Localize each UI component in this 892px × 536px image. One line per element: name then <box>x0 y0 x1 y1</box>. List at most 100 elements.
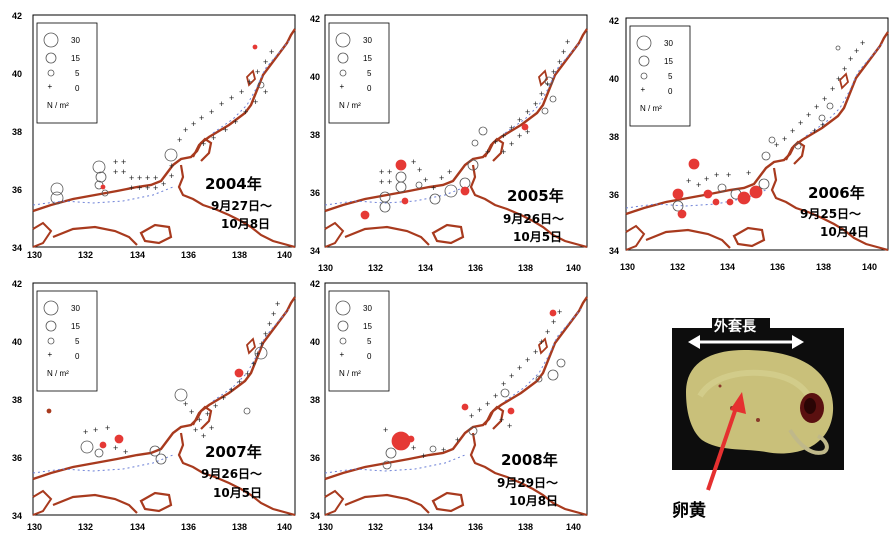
period-end: 10月5日 <box>213 486 262 500</box>
svg-text:+: + <box>836 74 841 84</box>
svg-text:+: + <box>275 299 280 309</box>
svg-text:+: + <box>93 425 98 435</box>
svg-text:+: + <box>259 339 264 349</box>
svg-text:+: + <box>340 82 345 91</box>
x-tick: 132 <box>78 522 93 532</box>
svg-text:+: + <box>383 425 388 435</box>
legend-unit: N / m² <box>47 101 69 110</box>
svg-text:+: + <box>525 127 530 137</box>
svg-text:+: + <box>213 401 218 411</box>
svg-text:+: + <box>525 107 530 117</box>
svg-text:+: + <box>455 435 460 445</box>
plus-markers: + ++ + ++++ ++++ ++++ ++++ ++++ ++ + <box>379 37 570 193</box>
y-tick: 38 <box>12 395 22 405</box>
svg-text:+: + <box>137 183 142 193</box>
svg-text:+: + <box>686 176 691 186</box>
x-tick: 134 <box>418 263 433 273</box>
legend-entry-5: 5 <box>75 69 80 78</box>
legend-entry-30: 30 <box>71 304 80 313</box>
year-label: 2005年 <box>507 187 564 205</box>
x-tick: 136 <box>468 522 483 532</box>
legend-entry-0: 0 <box>668 87 673 96</box>
x-tick: 132 <box>670 262 685 272</box>
svg-text:+: + <box>201 139 206 149</box>
svg-text:+: + <box>193 425 198 435</box>
svg-text:+: + <box>83 427 88 437</box>
svg-text:+: + <box>820 120 825 130</box>
svg-text:+: + <box>247 77 252 87</box>
x-tick: 130 <box>27 522 42 532</box>
svg-text:+: + <box>551 317 556 327</box>
x-tick: 136 <box>468 263 483 273</box>
mantle-length-label: 外套長 <box>714 318 757 335</box>
svg-text:+: + <box>48 350 53 359</box>
map-panel-2004: + 30 15 5 0 N / m² + ++ + + + + + + + + + ++++ +… <box>31 14 297 249</box>
legend-entry-0: 0 <box>367 352 372 361</box>
svg-text:+: + <box>211 133 216 143</box>
svg-text:+: + <box>746 168 751 178</box>
svg-text:+: + <box>509 123 514 133</box>
y-tick: 42 <box>12 279 22 289</box>
markers <box>50 44 265 205</box>
svg-text:+: + <box>848 54 853 64</box>
period-start: 9月26日～ <box>201 467 262 481</box>
svg-text:+: + <box>153 183 158 193</box>
svg-text:+: + <box>233 117 238 127</box>
svg-text:+: + <box>485 147 490 157</box>
period-start: 9月29日～ <box>497 476 558 490</box>
svg-text:+: + <box>237 377 242 387</box>
svg-text:+: + <box>469 411 474 421</box>
svg-text:+: + <box>499 415 504 425</box>
svg-text:+: + <box>822 94 827 104</box>
period-end: 10月8日 <box>509 494 558 508</box>
plus-markers: ++++ ++++ ++++ ++++ ++++ <box>383 307 562 461</box>
x-tick: 138 <box>816 262 831 272</box>
legend-entry-0: 0 <box>75 352 80 361</box>
x-tick: 140 <box>566 263 581 273</box>
svg-text:+: + <box>113 157 118 167</box>
year-label: 2004年 <box>205 175 262 193</box>
x-tick: 130 <box>27 250 42 260</box>
legend-entry-15: 15 <box>71 54 80 63</box>
y-tick: 34 <box>310 511 320 521</box>
y-tick: 36 <box>12 185 22 195</box>
y-tick: 42 <box>310 14 320 24</box>
svg-text:+: + <box>533 347 538 357</box>
legend-entry-15: 15 <box>363 54 372 63</box>
y-tick: 38 <box>609 132 619 142</box>
svg-text:+: + <box>493 137 498 147</box>
svg-text:+: + <box>507 421 512 431</box>
svg-text:+: + <box>411 157 416 167</box>
svg-text:+: + <box>199 113 204 123</box>
map-panel-2007: + 30 15 5 0 N / m² + + ++ ++++ ++++ ++++ +… <box>31 282 297 517</box>
y-tick: 42 <box>609 16 619 26</box>
svg-text:+: + <box>245 369 250 379</box>
svg-text:+: + <box>533 99 538 109</box>
svg-text:+: + <box>209 107 214 117</box>
legend-entry-30: 30 <box>664 39 673 48</box>
legend-unit: N / m² <box>339 101 361 110</box>
x-tick: 140 <box>862 262 877 272</box>
period-end: 10月5日 <box>513 230 562 244</box>
y-tick: 38 <box>12 127 22 137</box>
svg-text:+: + <box>221 393 226 403</box>
svg-text:+: + <box>561 47 566 57</box>
y-tick: 34 <box>609 246 619 256</box>
svg-text:+: + <box>842 64 847 74</box>
axis-ticks-2007: 42 40 38 36 34 130 132 134 136 138 140 <box>12 279 292 532</box>
svg-text:+: + <box>806 110 811 120</box>
specimen-photo: 外套長 卵黄 <box>672 318 844 521</box>
y-tick: 40 <box>310 72 320 82</box>
svg-text:+: + <box>340 350 345 359</box>
svg-text:+: + <box>113 443 118 453</box>
legend: + 30 15 5 0 N / m² <box>36 22 98 124</box>
legend-entry-5: 5 <box>367 69 372 78</box>
svg-text:+: + <box>517 131 522 141</box>
svg-text:+: + <box>379 167 384 177</box>
x-tick: 130 <box>620 262 635 272</box>
axis-ticks-2006: 42 40 38 36 34 130 132 134 136 138 140 <box>609 16 877 272</box>
svg-text:+: + <box>189 407 194 417</box>
svg-text:+: + <box>501 379 506 389</box>
x-tick: 138 <box>232 522 247 532</box>
y-tick: 40 <box>310 337 320 347</box>
